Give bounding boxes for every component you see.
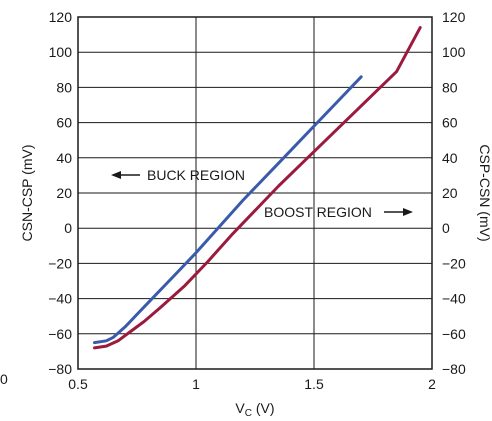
x-tick-labels: 0.5 1 1.5 2 [68, 376, 436, 392]
buck-region-annotation: BUCK REGION [111, 167, 245, 183]
series-line-boost [93, 26, 422, 350]
y-tick-label-left: 100 [49, 44, 73, 60]
x-axis-title: VC (V) [235, 400, 274, 419]
boost-arrow-head [403, 208, 413, 216]
left-y-tick-labels: −80 −60 −40 −20 0 20 40 60 80 100 120 [48, 9, 72, 377]
y-tick-label-right: −60 [442, 326, 466, 342]
y-axis-title-right: CSP-CSN (mV) [477, 144, 492, 241]
y-tick-label-left: −40 [48, 291, 72, 307]
series-line-buck [93, 75, 363, 345]
y-tick-label-right: 60 [442, 115, 458, 131]
y-tick-label-left: 60 [56, 115, 72, 131]
y-tick-label-left: 120 [49, 9, 73, 25]
boost-region-label: BOOST REGION [264, 204, 372, 220]
y-tick-label-left: 0 [64, 220, 72, 236]
grid-lines [78, 17, 432, 369]
y-tick-label-left: −60 [48, 326, 72, 342]
buck-region-label: BUCK REGION [147, 167, 245, 183]
y-tick-label-left: −80 [48, 361, 72, 377]
y-tick-label-right: 0 [442, 220, 450, 236]
y-tick-label-left: 20 [56, 185, 72, 201]
buck-arrow-head [111, 171, 121, 179]
x-tick-label: 2 [428, 376, 436, 392]
y-tick-label-right: 100 [442, 44, 466, 60]
y-tick-label-right: 120 [442, 9, 466, 25]
series-layer [93, 26, 422, 350]
x-tick-label: 1.5 [304, 376, 324, 392]
y-tick-label-left: 80 [56, 79, 72, 95]
y-tick-label-right: −40 [442, 291, 466, 307]
right-y-tick-labels: −80 −60 −40 −20 0 20 40 60 80 100 120 [442, 9, 466, 377]
y-tick-label-left: −20 [48, 255, 72, 271]
plot-frame [77, 16, 433, 370]
y-tick-label-right: 20 [442, 185, 458, 201]
y-tick-label-right: 40 [442, 150, 458, 166]
x-tick-label: 0.5 [68, 376, 88, 392]
y-tick-label-left: 40 [56, 150, 72, 166]
y-tick-label-right: −80 [442, 361, 466, 377]
stray-zero-label: 0 [0, 371, 8, 387]
y-tick-label-right: −20 [442, 255, 466, 271]
y-axis-title-left: CSN-CSP (mV) [19, 145, 35, 242]
x-tick-label: 1 [192, 376, 200, 392]
boost-region-annotation: BOOST REGION [264, 204, 413, 220]
y-tick-label-right: 80 [442, 79, 458, 95]
